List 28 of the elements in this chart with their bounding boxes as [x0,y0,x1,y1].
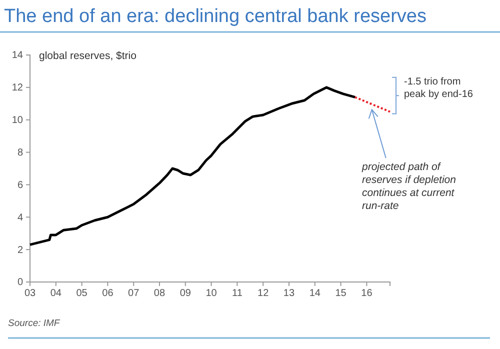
x-tick-label: 04 [50,288,62,300]
y-tick-label: 8 [17,147,24,158]
y-tick-label: 14 [12,50,24,62]
x-tick-label: 08 [154,288,166,300]
x-tick-label: 05 [76,288,88,300]
y-tick-label: 2 [17,244,24,256]
x-tick-label: 03 [24,288,36,300]
x-tick-label: 06 [102,288,114,300]
x-tick-label: 12 [258,288,270,300]
y-tick-label: 0 [17,277,24,288]
line-series [28,86,356,246]
x-tick-label: 09 [180,288,192,300]
source-note: Source: IMF [8,318,61,329]
y-tick-label: 12 [12,82,24,94]
annotation: projected path of reserves if depletion continues at current run-rate [361,161,456,212]
y-tick-label: 6 [17,180,24,191]
x-tick-label: 11 [232,288,243,300]
x-tick-label: 15 [335,288,347,300]
x-tick-label: 16 [361,288,373,300]
y-tick-label: 10 [12,115,24,126]
x-tick-label: 07 [128,288,140,300]
annotation: -1.5 trio from peak by end-16 [404,76,474,100]
y-tick-label: 4 [17,212,24,224]
x-tick-label: 10 [206,288,218,300]
y-axis-title: global reserves, $trio [39,50,137,62]
x-tick-label: 13 [283,288,295,300]
x-tick-label: 14 [309,288,321,300]
chart-title: The end of an era: declining central bank reserves [4,6,426,27]
